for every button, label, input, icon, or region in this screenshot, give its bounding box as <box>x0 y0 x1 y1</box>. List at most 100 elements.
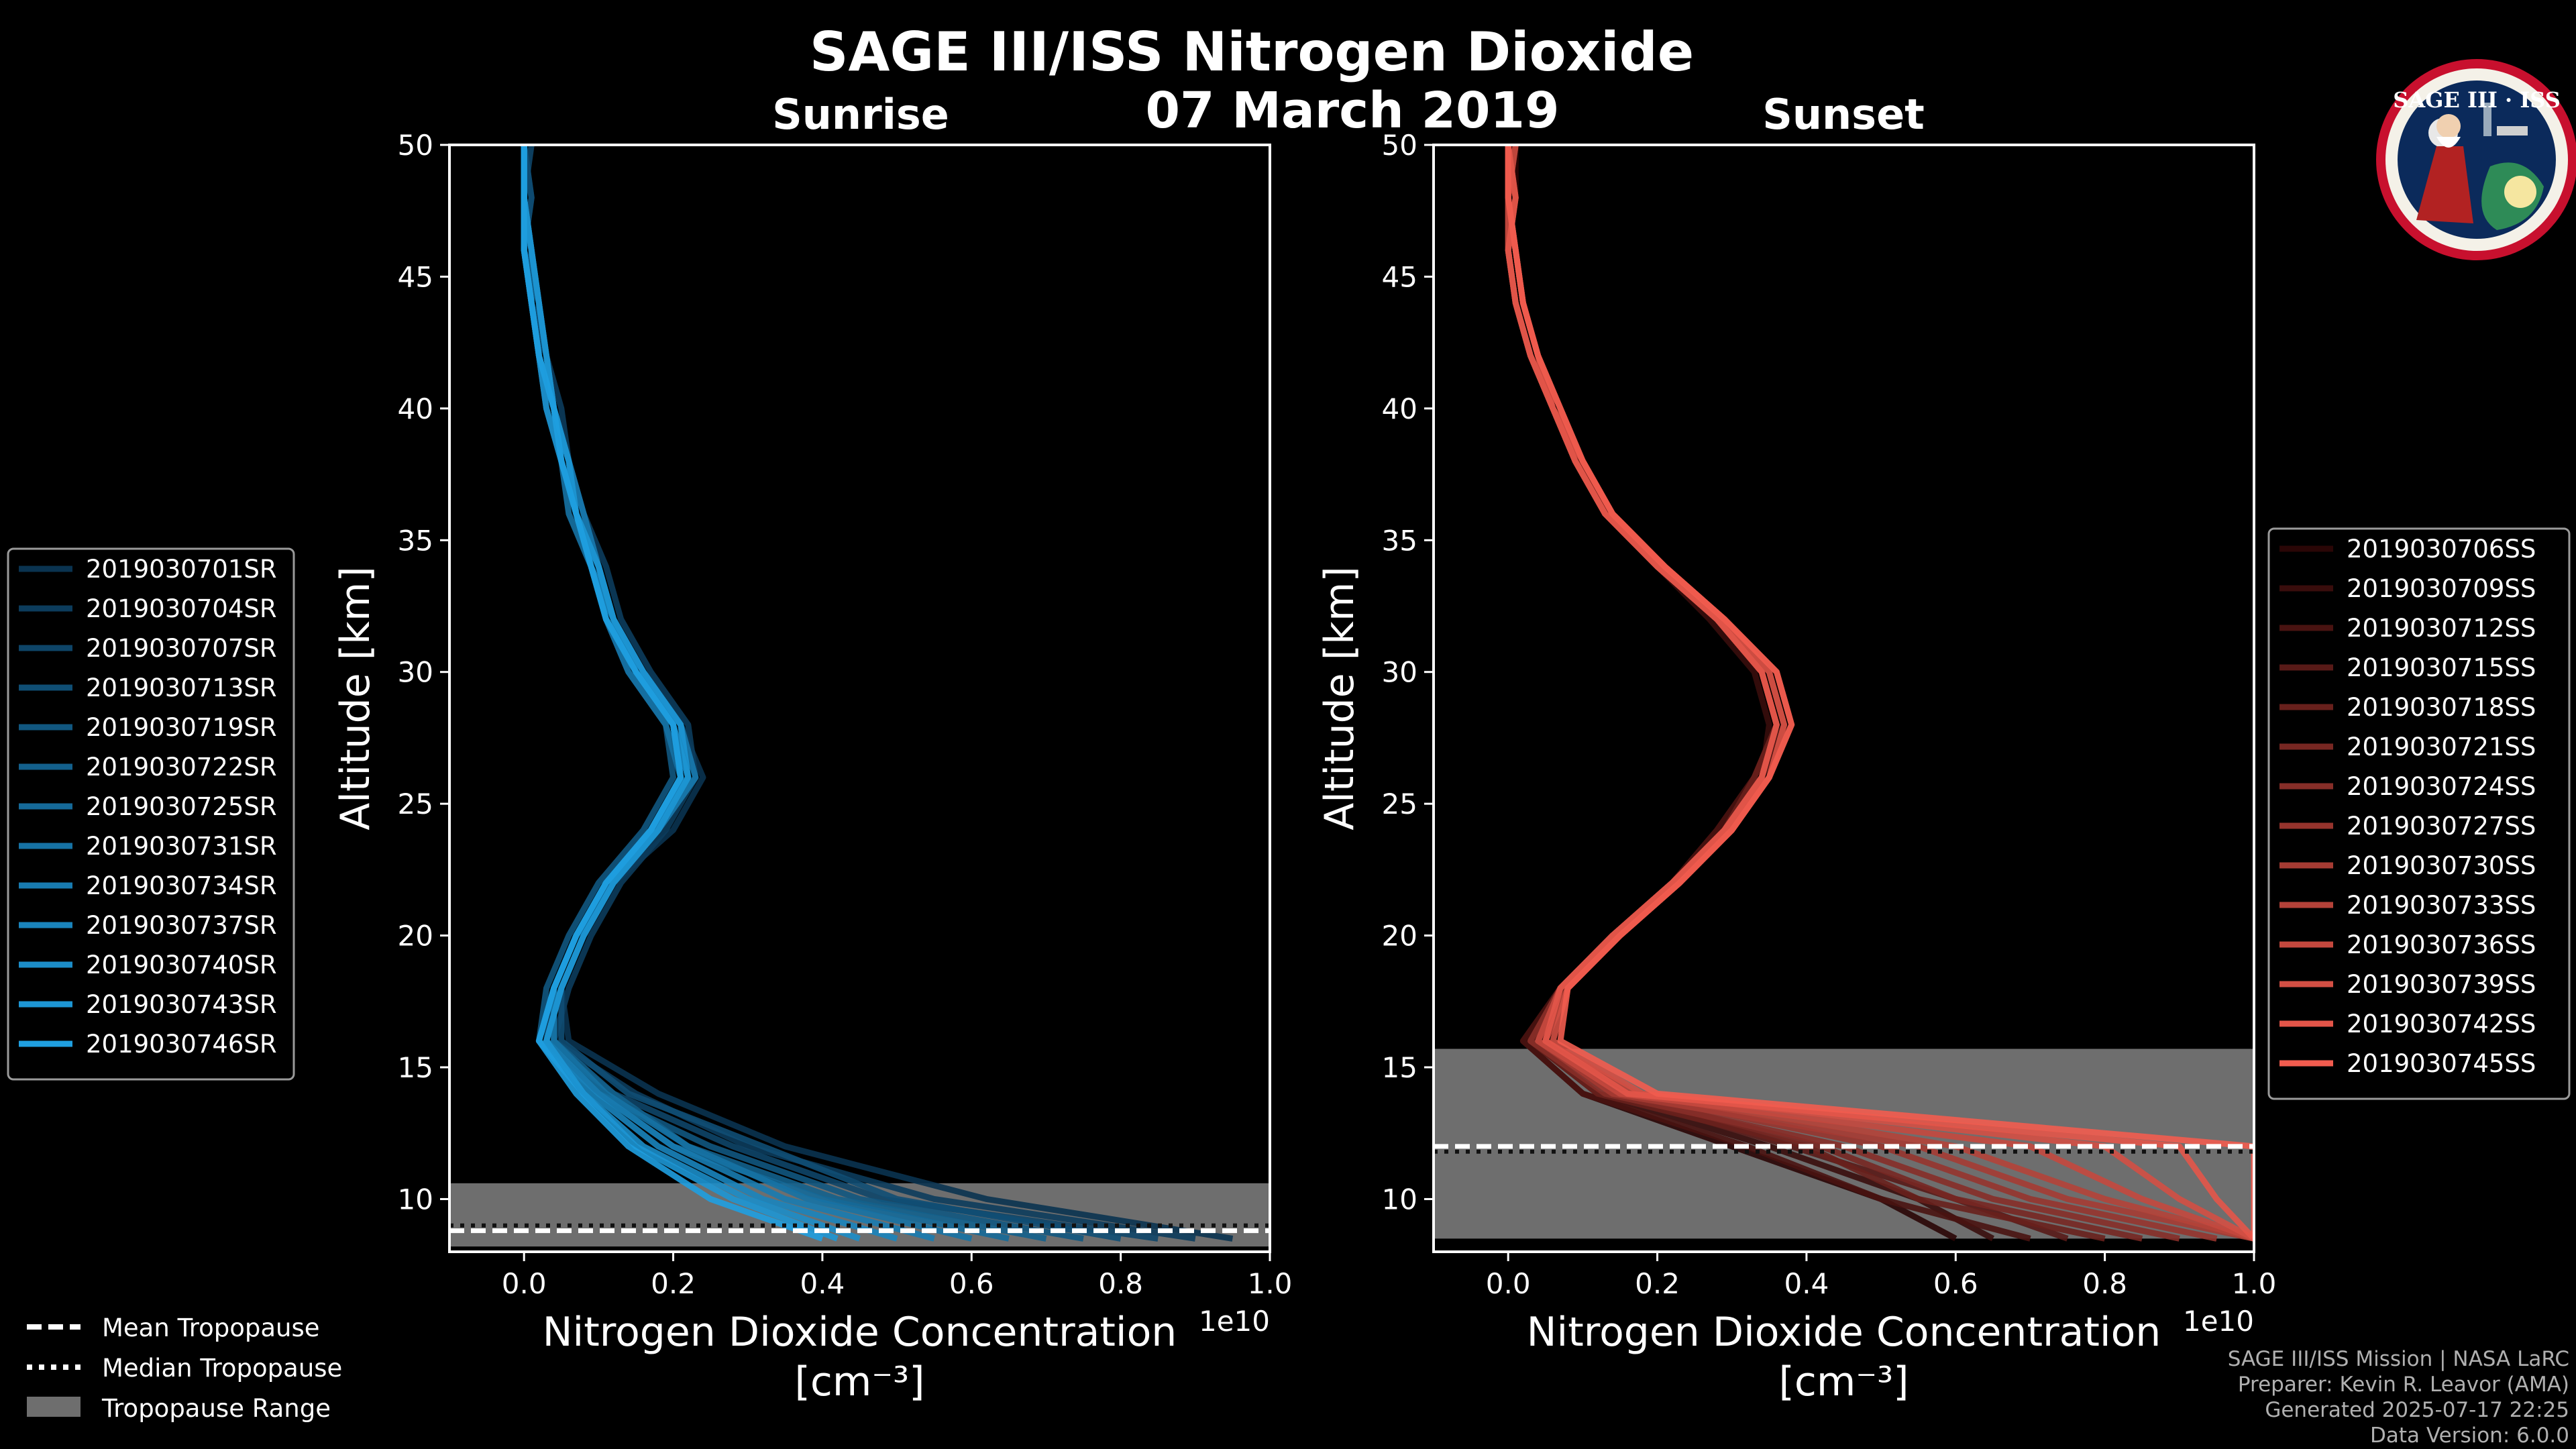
sunset-y-axis-label: Altitude [km] <box>1316 566 1363 830</box>
sunset-y-tick-label: 20 <box>1382 920 1417 953</box>
sage-logo: SAGE III · ISS <box>2376 59 2576 260</box>
sunset-legend-label: 2019030736SS <box>2347 930 2536 959</box>
sunset-legend-label: 2019030739SS <box>2347 970 2536 999</box>
sunset-legend-label: 2019030727SS <box>2347 812 2536 841</box>
sunrise-plot-area <box>449 145 1270 1247</box>
sunset-panel-title: Sunset <box>1762 90 1925 139</box>
tropopause-range-swatch <box>27 1397 80 1417</box>
sunrise-axes-frame <box>448 144 1271 1253</box>
sunset-y-tick-label: 45 <box>1382 260 1417 293</box>
sunrise-legend-label: 2019030707SR <box>86 634 277 663</box>
sunset-panel: 0.0 0.2 0.4 0.6 0.8 1.0 10 15 20 25 30 35 40 45 50 1e10… <box>1316 129 2276 1405</box>
sunset-x-tick-label: 0.2 <box>1635 1267 1680 1300</box>
sunrise-legend-label: 2019030725SR <box>86 792 277 821</box>
sunrise-series-2019030725SR <box>521 145 1010 1242</box>
sunrise-legend-label: 2019030743SR <box>86 990 277 1019</box>
sunset-x-tick-label: 0.8 <box>2082 1267 2127 1300</box>
median-tropopause-label: Median Tropopause <box>102 1354 342 1383</box>
sunrise-x-axis-label: Nitrogen Dioxide Concentration <box>543 1309 1177 1356</box>
sunset-x-axis-label: Nitrogen Dioxide Concentration <box>1527 1309 2161 1356</box>
sunset-legend-label: 2019030712SS <box>2347 614 2536 643</box>
sunset-legend-label: 2019030709SS <box>2347 574 2536 603</box>
tropopause-range-label: Tropopause Range <box>101 1394 331 1423</box>
sunrise-x-axis-units: [cm⁻³] <box>795 1358 925 1405</box>
sunset-plot-area <box>1434 145 2254 1242</box>
sunset-legend: 2019030706SS 2019030709SS 2019030712SS 2019… <box>2267 527 2571 1100</box>
footer-mission: SAGE III/ISS Mission | NASA LaRC <box>2228 1347 2569 1371</box>
sunset-legend-label: 2019030742SS <box>2347 1010 2536 1038</box>
sunrise-legend: 2019030701SR 2019030704SR 2019030707SR 2019… <box>7 547 295 1081</box>
footer-preparer: Preparer: Kevin R. Leavor (AMA) <box>2238 1373 2569 1397</box>
sunrise-y-tick-label: 20 <box>398 920 433 953</box>
sunset-series-2019030742SS <box>1505 145 2254 1241</box>
sunrise-y-tick-label: 40 <box>398 392 433 425</box>
sunrise-legend-label: 2019030731SR <box>86 832 277 861</box>
sunrise-series-2019030701SR <box>521 145 1234 1242</box>
footer-generated: Generated 2025-07-17 22:25 <box>2265 1398 2569 1422</box>
sunset-y-tick-label: 40 <box>1382 392 1417 425</box>
sunrise-x-tick-label: 0.0 <box>502 1267 547 1300</box>
sunrise-series-2019030707SR <box>521 145 1159 1242</box>
sunrise-series-2019030731SR <box>521 145 973 1242</box>
sunrise-y-tick-label: 15 <box>398 1051 433 1084</box>
sunset-x-axis-units: [cm⁻³] <box>1779 1358 1909 1405</box>
sunset-series-2019030745SS <box>1505 145 2254 1239</box>
sunset-y-tick-label: 15 <box>1382 1051 1417 1084</box>
sunrise-legend-label: 2019030734SR <box>86 871 277 900</box>
sunset-x-scale-label: 1e10 <box>2183 1305 2254 1338</box>
sunrise-y-axis-label: Altitude [km] <box>332 566 379 830</box>
sunrise-legend-label: 2019030746SR <box>86 1030 277 1059</box>
sunrise-x-tick-label: 1.0 <box>1248 1267 1293 1300</box>
sunset-legend-label: 2019030715SS <box>2347 653 2536 682</box>
sunrise-panel: 0.0 0.2 0.4 0.6 0.8 1.0 10 15 20 25 30 35 40 45 50 1e10… <box>332 129 1292 1405</box>
sunrise-panel-title: Sunrise <box>772 90 949 139</box>
sunrise-legend-label: 2019030722SR <box>86 753 277 782</box>
figure-date: 07 March 2019 <box>1145 82 1559 140</box>
footer: SAGE III/ISS Mission | NASA LaRC Prepare… <box>2228 1347 2569 1448</box>
sunrise-legend-label: 2019030719SR <box>86 713 277 742</box>
sunset-x-tick-label: 0.4 <box>1784 1267 1829 1300</box>
sunset-legend-label: 2019030733SS <box>2347 891 2536 920</box>
sunrise-y-tick-label: 25 <box>398 788 433 820</box>
sunset-y-tick-label: 25 <box>1382 788 1417 820</box>
sunrise-y-tick-label: 45 <box>398 260 433 293</box>
logo-text: SAGE III · ISS <box>2393 87 2561 113</box>
sunrise-y-tick-label: 35 <box>398 524 433 557</box>
sunrise-series-2019030743SR <box>521 145 839 1242</box>
sunrise-legend-label: 2019030704SR <box>86 594 277 623</box>
sunrise-x-scale-label: 1e10 <box>1199 1305 1270 1338</box>
sunset-legend-label: 2019030706SS <box>2347 535 2536 564</box>
figure-title: SAGE III/ISS Nitrogen Dioxide <box>810 21 1694 83</box>
sunrise-legend-label: 2019030737SR <box>86 911 277 940</box>
tropopause-legend: Mean Tropopause Median Tropopause Tropop… <box>27 1313 342 1423</box>
sunset-legend-box <box>2267 527 2571 1100</box>
sunset-x-tick-label: 0.6 <box>1933 1267 1978 1300</box>
sunrise-legend-box <box>7 547 295 1081</box>
sunrise-series-2019030746SR <box>521 145 824 1242</box>
sunrise-series-2019030713SR <box>521 145 1122 1242</box>
sunset-y-tick-label: 30 <box>1382 656 1417 689</box>
sunrise-legend-label: 2019030701SR <box>86 555 277 584</box>
sunset-legend-label: 2019030721SS <box>2347 733 2536 761</box>
sunrise-x-tick-label: 0.8 <box>1098 1267 1143 1300</box>
sunset-y-tick-label: 50 <box>1382 129 1417 162</box>
sunrise-x-tick-label: 0.2 <box>651 1267 696 1300</box>
footer-version: Data Version: 6.0.0 <box>2370 1424 2569 1448</box>
sunrise-y-tick-label: 50 <box>398 129 433 162</box>
sunrise-legend-label: 2019030713SR <box>86 674 277 702</box>
sunset-x-tick-label: 0.0 <box>1486 1267 1531 1300</box>
sunset-legend-label: 2019030718SS <box>2347 693 2536 722</box>
mean-tropopause-label: Mean Tropopause <box>102 1313 320 1342</box>
sunset-x-tick-label: 1.0 <box>2232 1267 2277 1300</box>
sunset-axes-frame <box>1432 144 2255 1253</box>
sunset-legend-label: 2019030724SS <box>2347 772 2536 801</box>
sunset-y-tick-label: 10 <box>1382 1183 1417 1216</box>
sunrise-x-tick-label: 0.4 <box>800 1267 845 1300</box>
sunrise-y-tick-label: 30 <box>398 656 433 689</box>
sunset-legend-label: 2019030745SS <box>2347 1049 2536 1078</box>
sunrise-x-tick-label: 0.6 <box>949 1267 994 1300</box>
sunrise-legend-label: 2019030740SR <box>86 951 277 979</box>
sunrise-y-tick-label: 10 <box>398 1183 433 1216</box>
sunset-legend-label: 2019030730SS <box>2347 851 2536 880</box>
